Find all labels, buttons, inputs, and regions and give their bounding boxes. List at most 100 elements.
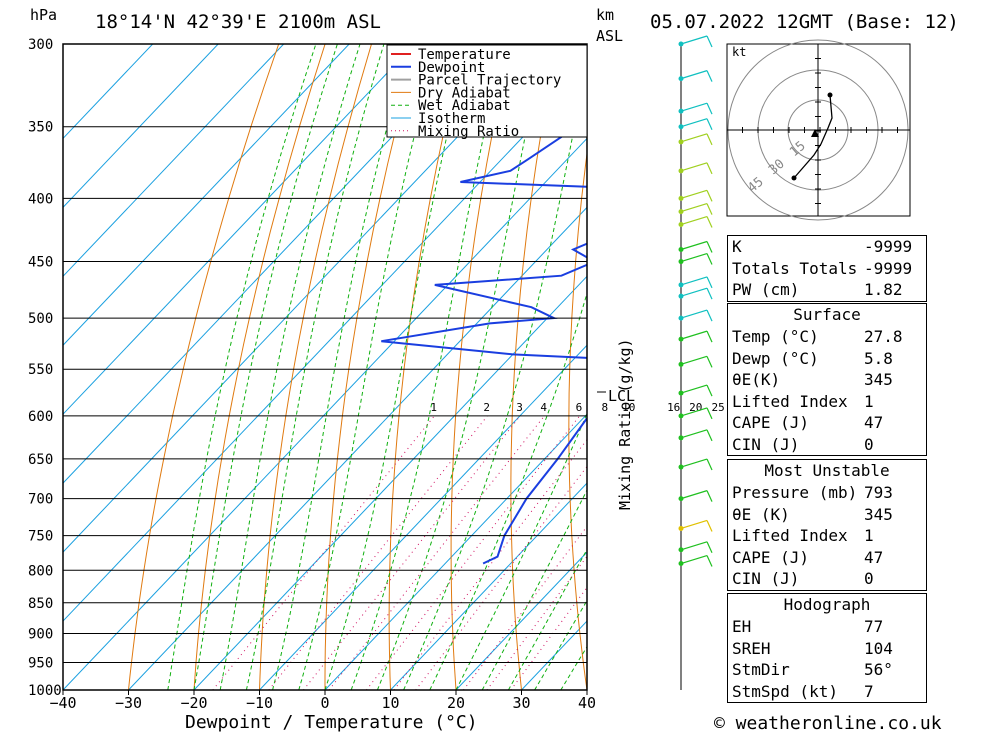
dry-adiabat-line <box>193 44 326 690</box>
wind-level-dot <box>678 124 684 130</box>
x-tick-label: −30 <box>115 694 142 712</box>
wind-barb-flag <box>706 490 713 502</box>
tt-value: -9999 <box>864 258 913 278</box>
mu-theta-value: 345 <box>864 504 893 524</box>
eh-label: EH <box>732 617 752 636</box>
wet-adiabat-line <box>298 44 439 690</box>
sreh-label: SREH <box>732 638 771 658</box>
mu-li-value: 1 <box>864 526 874 545</box>
hodograph-end-point <box>791 175 797 181</box>
wind-barb-flag <box>706 133 713 146</box>
isotherm-line <box>63 44 547 553</box>
mixing-ratio-label: 8 <box>602 401 609 414</box>
pressure-tick-label: 400 <box>28 191 53 207</box>
pressure-tick-label: 600 <box>28 409 53 425</box>
mixing-ratio-line <box>510 586 587 690</box>
isotherm-line <box>63 44 481 484</box>
hodo-unit: kt <box>732 45 746 59</box>
pressure-tick-label: 750 <box>28 529 53 545</box>
wind-barb <box>680 215 708 226</box>
totals-row: Totals Totals -9999 <box>728 258 926 280</box>
x-tick-label: 20 <box>447 694 465 712</box>
pw-value: 1.82 <box>864 280 903 299</box>
temp-value: 27.8 <box>864 327 903 346</box>
wind-barb <box>680 458 708 468</box>
legend-label: Dry Adiabat <box>418 85 511 101</box>
mixing-ratio-label: 3 <box>516 401 523 414</box>
dry-adiabat-line <box>929 44 1000 690</box>
asl-unit: ASL <box>596 27 623 45</box>
cin-value: 0 <box>864 434 874 454</box>
wet-adiabat-line <box>219 44 361 690</box>
mu-li-label: Lifted Index <box>732 526 848 545</box>
wind-barb <box>680 252 708 263</box>
pressure-tick-label: 500 <box>28 311 53 327</box>
isotherm-line <box>455 551 587 690</box>
copyright: © weatheronline.co.uk <box>714 713 942 733</box>
legend-label: Temperature <box>418 47 511 63</box>
wind-barb-flag <box>706 35 713 48</box>
isotherm-line <box>193 275 587 690</box>
pressure-tick-label: 350 <box>28 120 53 136</box>
cape-row: CAPE (J) 47 <box>728 412 926 434</box>
dry-adiabat-line <box>510 44 558 690</box>
wind-barb <box>680 330 708 340</box>
wind-barb-flag <box>706 384 713 397</box>
wind-barb-flag <box>706 216 713 228</box>
indices-panel: K -9999 Totals Totals -9999 PW (cm) 1.82 <box>727 235 927 302</box>
wind-barb-flag <box>706 330 713 343</box>
dewp-label: Dewp (°C) <box>732 348 819 368</box>
legend-label: Parcel Trajectory <box>418 73 561 89</box>
hpa-unit: hPa <box>30 6 57 24</box>
dewpoint-line <box>381 118 587 565</box>
stmdir-row: StmDir 56° <box>728 659 926 681</box>
mu-theta-label: θE (K) <box>732 504 790 524</box>
wind-barb-flag <box>706 287 713 300</box>
pw-label: PW (cm) <box>732 280 800 299</box>
stmdir-label: StmDir <box>732 660 790 679</box>
wet-adiabat-line <box>245 44 385 690</box>
wind-barb <box>680 355 708 365</box>
isotherm-line <box>259 344 587 690</box>
mu-cin-value: 0 <box>864 569 874 588</box>
wind-barb <box>680 384 708 394</box>
km-unit: km <box>596 6 614 24</box>
li-label: Lifted Index <box>732 391 848 411</box>
pressure-tick-label: 700 <box>28 492 53 508</box>
wind-barb <box>680 490 708 500</box>
wet-adiabat-line <box>376 44 546 690</box>
x-tick-label: 40 <box>578 694 596 712</box>
surface-header: Surface <box>793 305 861 324</box>
k-value: -9999 <box>864 237 913 256</box>
wind-barb <box>680 70 708 80</box>
temp-label: Temp (°C) <box>732 327 819 346</box>
mu-cin-label: CIN (J) <box>732 569 800 588</box>
wind-barb-flag <box>706 118 713 130</box>
mu-li-row: Lifted Index 1 <box>728 525 926 547</box>
stmspd-value: 7 <box>864 681 874 701</box>
legend-label: Isotherm <box>418 111 485 127</box>
cin-label: CIN (J) <box>732 434 800 454</box>
mixing-ratio-label: 2 <box>483 401 490 414</box>
wind-barb <box>680 287 708 297</box>
theta-value: 345 <box>864 370 893 389</box>
wind-barb <box>680 309 708 319</box>
wind-barb-flag <box>706 555 713 567</box>
dewp-value: 5.8 <box>864 348 893 368</box>
wind-barb-flag <box>706 309 713 322</box>
wind-barb <box>680 554 708 565</box>
pressure-tick-label: 800 <box>28 563 53 579</box>
wind-barb-flag <box>706 253 713 265</box>
isotherm-line <box>128 206 587 690</box>
k-label: K <box>732 237 742 256</box>
isotherm-line <box>324 413 587 690</box>
theta-label: θE(K) <box>732 370 781 389</box>
x-tick-label: 10 <box>381 694 399 712</box>
wind-barb-flag <box>706 541 713 554</box>
wet-adiabat-line <box>534 599 587 690</box>
location-title: 18°14'N 42°39'E 2100m ASL <box>95 11 381 33</box>
pressure-tick-label: 450 <box>28 255 53 271</box>
wet-adiabat-line <box>350 44 505 690</box>
cape-label: CAPE (J) <box>732 413 810 432</box>
